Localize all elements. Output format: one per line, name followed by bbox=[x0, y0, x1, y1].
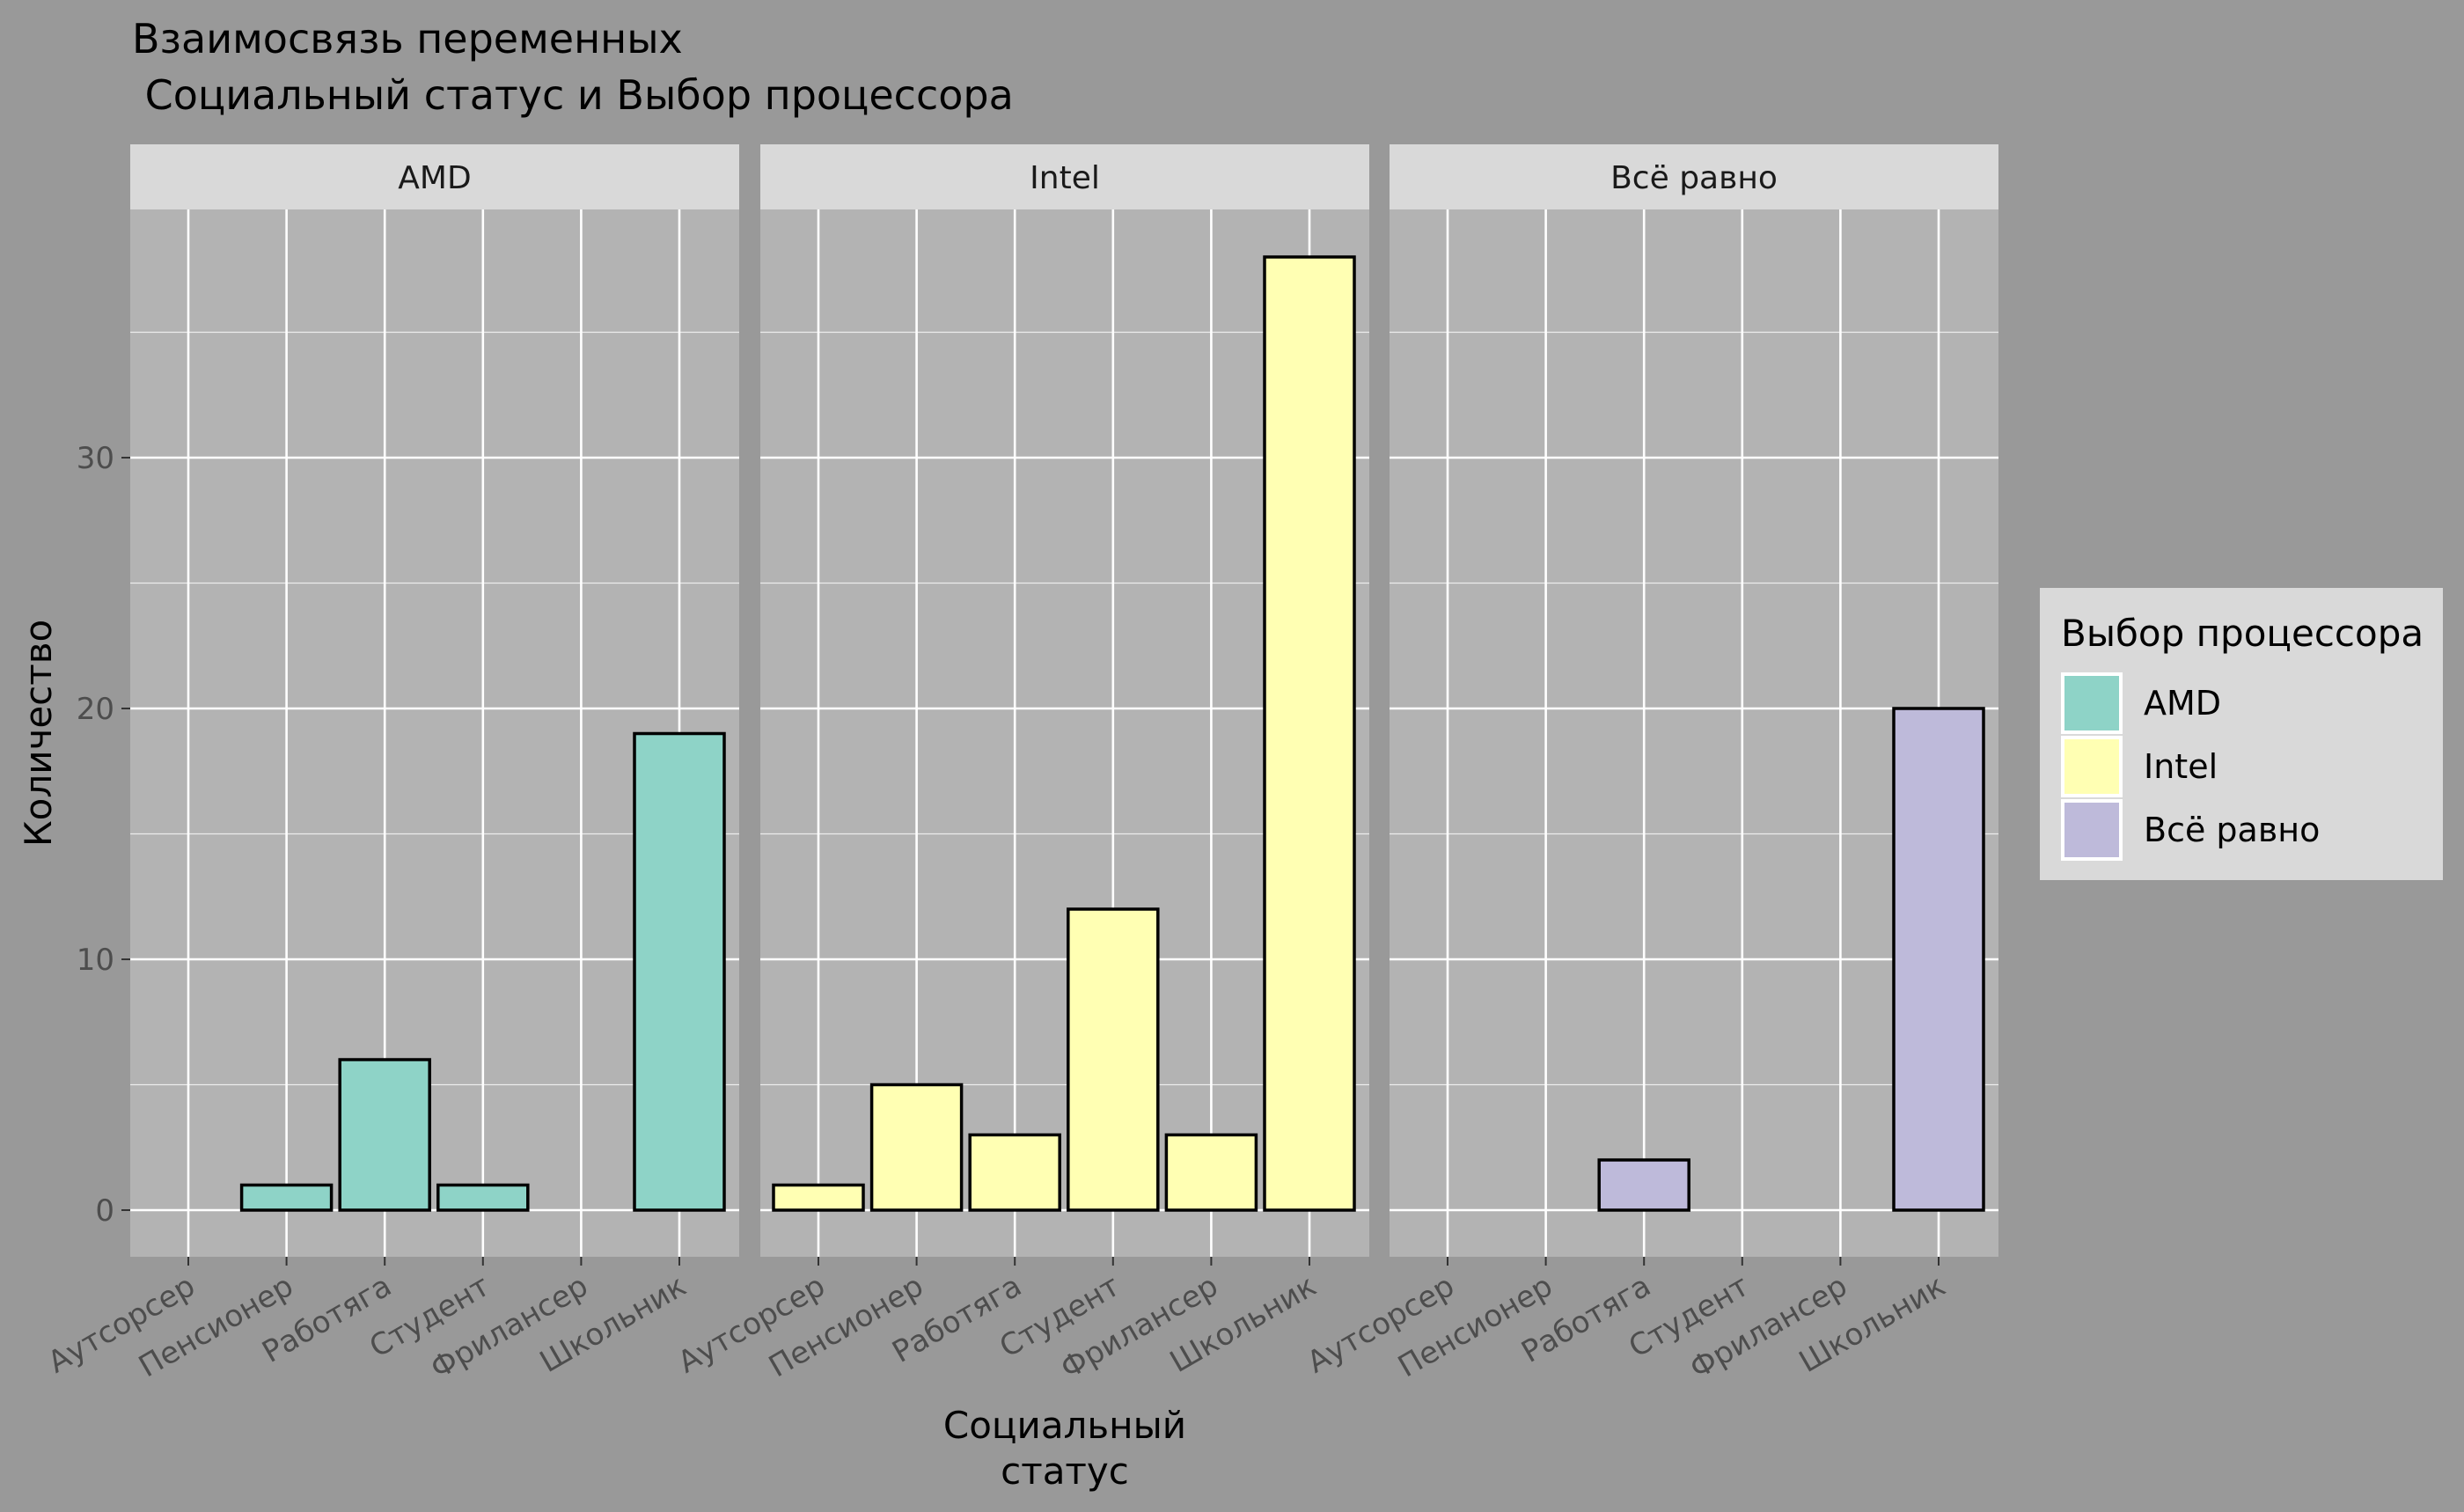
bar bbox=[633, 731, 726, 1212]
y-tick-label: 10 bbox=[77, 943, 114, 978]
bar bbox=[1067, 907, 1160, 1212]
facet-panel: Всё равноАутсорсерПенсионерРаботягаСтуде… bbox=[1302, 144, 1998, 1386]
facet-strip bbox=[130, 144, 739, 209]
facet-strip bbox=[1390, 144, 1998, 209]
y-axis: 0 10 20 30 bbox=[77, 441, 130, 1229]
bar bbox=[1164, 1133, 1258, 1212]
bar bbox=[1263, 255, 1356, 1212]
facet-strip-label: Всё равно bbox=[1610, 160, 1778, 196]
bar bbox=[338, 1058, 431, 1212]
legend-swatch bbox=[2064, 739, 2119, 794]
y-tick-label: 30 bbox=[77, 441, 114, 476]
bar bbox=[869, 1083, 964, 1212]
bar bbox=[436, 1183, 530, 1212]
legend-items: AMD Intel Всё равно bbox=[2061, 672, 2320, 861]
facet-panel: AMDАутсорсерПенсионерРаботягаСтудентФрил… bbox=[42, 144, 739, 1386]
chart-title-line1: Взаимосвязь переменных bbox=[132, 15, 683, 62]
bar bbox=[772, 1183, 865, 1212]
bar bbox=[1892, 707, 1985, 1212]
facet-panels: AMDАутсорсерПенсионерРаботягаСтудентФрил… bbox=[42, 144, 1998, 1386]
facet-strip bbox=[760, 144, 1369, 209]
x-axis-title-line1: Социальный bbox=[943, 1404, 1186, 1447]
legend-title: Выбор процессора bbox=[2061, 612, 2424, 655]
facet-strip-label: AMD bbox=[398, 160, 471, 196]
y-tick-label: 0 bbox=[95, 1193, 114, 1229]
chart-title-line2: Социальный статус и Выбор процессора bbox=[132, 71, 1014, 119]
x-axis-title-line2: статус bbox=[1001, 1450, 1129, 1493]
y-tick-label: 20 bbox=[77, 692, 114, 727]
legend-label: Всё равно bbox=[2144, 811, 2320, 849]
legend-label: AMD bbox=[2144, 684, 2221, 723]
legend: Выбор процессора AMD Intel Всё равно bbox=[2040, 588, 2443, 880]
facet-panel: IntelАутсорсерПенсионерРаботягаСтудентФр… bbox=[672, 144, 1369, 1386]
bar bbox=[1597, 1158, 1690, 1212]
bar bbox=[239, 1183, 334, 1212]
facet-strip-label: Intel bbox=[1030, 160, 1100, 196]
legend-swatch bbox=[2064, 676, 2119, 730]
y-axis-title: Количество bbox=[17, 620, 60, 847]
legend-swatch bbox=[2064, 803, 2119, 857]
bar bbox=[968, 1133, 1061, 1212]
legend-label: Intel bbox=[2144, 747, 2218, 786]
